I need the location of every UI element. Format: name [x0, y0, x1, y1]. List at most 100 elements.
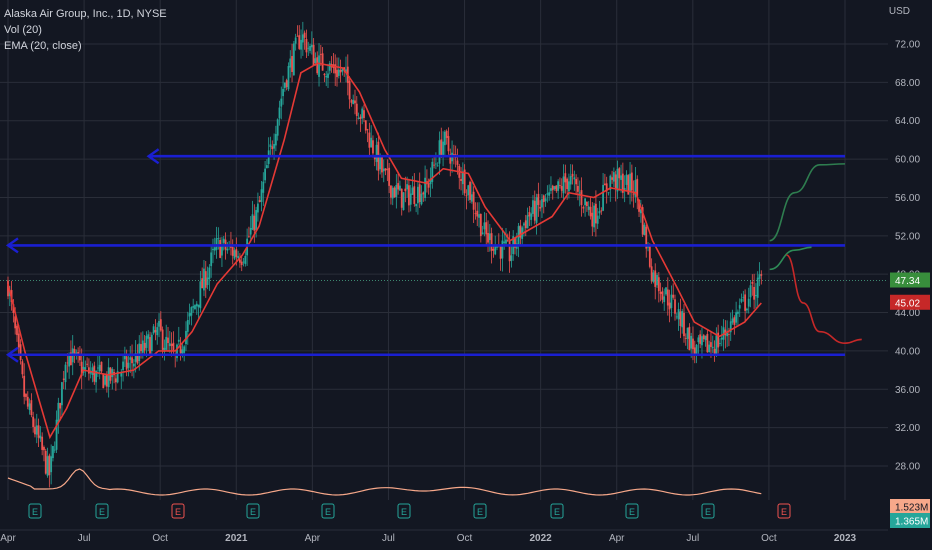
time-tick-label: Apr — [609, 533, 625, 544]
candle-body — [596, 215, 599, 224]
earnings-marker[interactable]: E — [625, 503, 639, 519]
earnings-marker[interactable]: E — [473, 503, 487, 519]
candle-body — [368, 132, 371, 148]
candle-body — [337, 69, 340, 76]
candle-body — [575, 178, 578, 185]
candle-body — [264, 168, 266, 181]
volume-badge: 1.523M — [895, 503, 928, 514]
candle-body — [37, 425, 40, 438]
earnings-box — [777, 503, 791, 519]
candle-body — [131, 357, 133, 364]
candle-body — [559, 184, 561, 186]
candle-body — [524, 220, 527, 229]
candle-body — [257, 203, 259, 213]
earnings-label: E — [175, 507, 181, 517]
time-axis[interactable]: Apr Jul Oct 2021 Apr Jul Oct 2022 Apr Jul Oct 2023 — [0, 529, 888, 544]
candle-body — [303, 32, 306, 38]
candle-body — [614, 174, 617, 189]
candle-body — [269, 144, 272, 148]
candle-body — [201, 278, 204, 289]
earnings-box — [95, 503, 109, 519]
earnings-marker[interactable]: E — [550, 503, 564, 519]
candle-body — [460, 178, 462, 181]
candle-body — [35, 425, 38, 435]
candle-body — [305, 39, 308, 53]
earnings-marker[interactable]: E — [777, 503, 791, 519]
earnings-marker[interactable]: E — [95, 503, 109, 519]
candle-body — [239, 259, 241, 263]
ema-legend[interactable]: EMA (20, close) — [4, 40, 82, 52]
candle-body — [530, 213, 533, 220]
candle-body — [98, 364, 101, 372]
candle-body — [68, 353, 71, 367]
candle-body — [719, 343, 721, 344]
earnings-marker[interactable]: E — [28, 503, 42, 519]
candle-body — [287, 66, 290, 90]
candle-body — [747, 298, 750, 307]
candle-body — [447, 136, 450, 152]
candle-body — [490, 233, 493, 251]
candle-body — [746, 308, 748, 311]
earnings-marker[interactable]: E — [701, 503, 715, 519]
symbol-title[interactable]: Alaska Air Group, Inc., 1D, NYSE — [4, 8, 167, 20]
candle-body — [742, 296, 745, 298]
candle-body — [728, 334, 730, 335]
candle-body — [102, 374, 105, 389]
candle-body — [532, 200, 534, 214]
candle-body — [693, 347, 696, 356]
earnings-marker[interactable]: E — [246, 503, 260, 519]
candle-body — [25, 393, 27, 397]
candle-body — [149, 337, 151, 355]
candle-body — [612, 172, 615, 182]
candle-body — [192, 306, 195, 308]
candle-body — [539, 206, 542, 209]
price-axis[interactable]: 72.0068.0064.0060.0056.0052.0048.0044.00… — [888, 0, 932, 550]
time-tick-label: 2022 — [530, 533, 553, 544]
volume-legend[interactable]: Vol (20) — [4, 24, 42, 36]
candle-body — [294, 37, 297, 44]
candle-body — [679, 311, 682, 326]
candle-body — [573, 177, 576, 180]
candle-body — [656, 274, 658, 286]
projection-bull-target-path — [769, 163, 846, 242]
earnings-box — [321, 503, 335, 519]
candle-body — [695, 344, 698, 354]
candle-body — [587, 206, 590, 210]
candle-body — [548, 192, 551, 196]
candle-body — [699, 334, 702, 344]
candle-body — [668, 302, 671, 310]
candle-body — [625, 174, 628, 185]
candle-body — [650, 266, 653, 282]
candle-body — [438, 140, 441, 164]
candle-body — [674, 299, 676, 314]
candle-body — [206, 277, 209, 286]
candle-body — [215, 238, 218, 250]
candle-body — [469, 181, 471, 200]
volume-prev-badge: 1.365M — [895, 517, 928, 528]
candle-body — [760, 274, 763, 276]
candle-body — [350, 100, 353, 103]
candle-body — [404, 188, 407, 192]
earnings-marker[interactable]: E — [321, 503, 335, 519]
candle-body — [681, 311, 684, 328]
earnings-marker[interactable]: E — [171, 503, 185, 519]
projection-paths[interactable] — [769, 163, 862, 345]
candle-body — [147, 334, 150, 339]
candle-body — [364, 120, 367, 131]
support-resistance-lines[interactable] — [0, 148, 888, 363]
candle-body — [753, 286, 756, 300]
earnings-marker[interactable]: E — [397, 503, 411, 519]
candle-body — [672, 294, 675, 298]
candle-body — [399, 185, 401, 191]
candle-body — [355, 103, 358, 116]
candle-body — [711, 346, 714, 349]
candle-body — [677, 309, 680, 320]
candle-body — [749, 285, 752, 298]
candle-body — [429, 178, 432, 185]
candle-body — [248, 235, 250, 237]
candle-body — [431, 161, 434, 182]
candle-body — [123, 355, 126, 360]
candle-body — [415, 204, 418, 207]
